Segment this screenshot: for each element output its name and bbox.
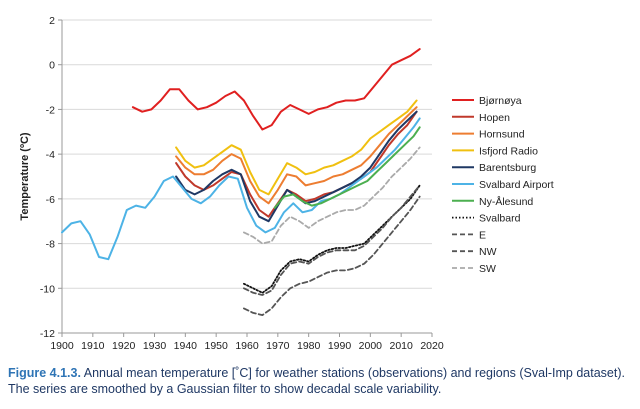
x-tick-label: 2020 — [420, 340, 444, 352]
legend-label: Hopen — [479, 112, 510, 124]
figure-caption: Figure 4.1.3. Annual mean temperature [˚… — [8, 365, 634, 397]
series-line-ny-lesund — [273, 126, 421, 209]
y-tick-label: -4 — [46, 149, 55, 161]
x-tick-label: 1980 — [297, 340, 321, 352]
x-tick-label: 2010 — [389, 340, 413, 352]
legend-label: SW — [479, 263, 496, 275]
series-line-hopen — [175, 110, 418, 218]
legend-label: Svalbard Airport — [479, 179, 554, 191]
series-line-hornsund — [175, 106, 418, 205]
x-tick-label: 1940 — [174, 340, 198, 352]
figure-label: Figure 4.1.3. — [8, 366, 81, 380]
legend-label: Bjørnøya — [479, 95, 522, 107]
chart-area: -12 -10 -8 -6 -4 -2 0 2 1900 1910 1920 1930 1940 1950… — [19, 15, 554, 352]
series-line-e — [242, 195, 421, 317]
caption-text: Annual mean temperature [˚C] for weather… — [8, 366, 625, 396]
x-tick-label: 2000 — [359, 340, 383, 352]
legend-label: Svalbard — [479, 213, 521, 225]
x-tick-label: 1970 — [266, 340, 290, 352]
legend-label: E — [479, 229, 486, 241]
series-line-bj-rn-ya — [131, 48, 421, 131]
temperature-line-chart: -12 -10 -8 -6 -4 -2 0 2 1900 1910 1920 1930 1940 1950… — [19, 15, 554, 352]
y-tick-label: 2 — [49, 15, 55, 27]
y-tick-label: -10 — [40, 283, 55, 295]
y-tick-label: -12 — [40, 328, 55, 340]
x-tick-label: 1920 — [112, 340, 136, 352]
x-tick-label: 1900 — [50, 340, 74, 352]
y-axis-label: Temperature (ºC) — [19, 132, 31, 220]
series-line-nw — [242, 184, 421, 296]
x-tick-label: 1960 — [235, 340, 259, 352]
legend-label: Barentsburg — [479, 162, 536, 174]
legend-label: Isfjord Radio — [479, 145, 538, 157]
series-line-barentsburg — [175, 110, 418, 223]
legend-label: Hornsund — [479, 129, 525, 141]
y-tick-label: -2 — [46, 104, 55, 116]
legend-label: Ny-Ålesund — [479, 195, 533, 208]
y-tick-label: 0 — [49, 60, 55, 72]
x-tick-label: 1910 — [81, 340, 105, 352]
x-tick-label: 1930 — [143, 340, 167, 352]
y-tick-label: -8 — [46, 239, 55, 251]
legend-label: NW — [479, 246, 497, 258]
series-line-isfjord-radio — [175, 99, 418, 196]
y-tick-label: -6 — [46, 194, 55, 206]
series-line-sw — [242, 146, 421, 245]
series-line-svalbard-airport — [61, 117, 421, 261]
x-tick-label: 1990 — [328, 340, 352, 352]
x-tick-label: 1950 — [204, 340, 228, 352]
